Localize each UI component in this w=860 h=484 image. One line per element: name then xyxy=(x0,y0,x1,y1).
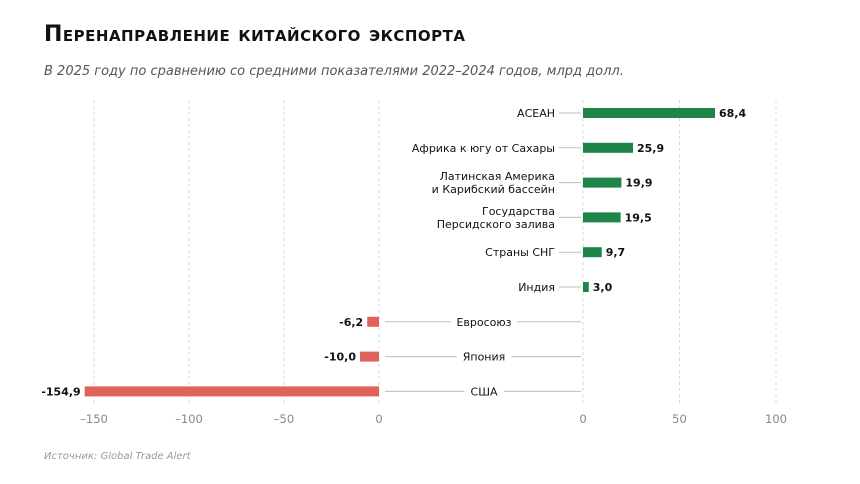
source-note: Источник: Global Trade Alert xyxy=(44,451,191,462)
value-label-1: 25,9 xyxy=(637,142,664,155)
tick-label-pos-2: 100 xyxy=(765,412,787,426)
value-label-6: -6,2 xyxy=(339,316,363,329)
value-label-2: 19,9 xyxy=(625,177,652,190)
tick-label-neg-1: –100 xyxy=(175,412,203,426)
value-label-8: -154,9 xyxy=(41,385,80,398)
bar-4 xyxy=(583,247,602,258)
bar-1 xyxy=(583,142,633,153)
chart-title: Перенаправление китайского экспорта xyxy=(44,22,466,47)
chart-subtitle: В 2025 году по сравнению со средними пок… xyxy=(44,64,624,79)
category-label-7: Япония xyxy=(463,351,506,364)
tick-label-neg-2: –50 xyxy=(274,412,294,426)
value-label-4: 9,7 xyxy=(606,246,626,259)
value-label-0: 68,4 xyxy=(719,107,746,120)
bar-5 xyxy=(583,282,589,292)
category-label-2: Латинская Америка и Карибский бассейн xyxy=(432,170,555,196)
bar-6 xyxy=(367,316,379,327)
category-label-1: Африка к югу от Сахары xyxy=(412,142,555,155)
category-label-0: АСЕАН xyxy=(517,107,555,120)
bar-0 xyxy=(583,108,716,118)
bar-8 xyxy=(84,386,379,397)
category-label-6: Евросоюз xyxy=(456,316,511,329)
value-label-7: -10,0 xyxy=(324,351,356,364)
category-label-5: Индия xyxy=(518,281,555,294)
category-label-3: Государства Персидского залива xyxy=(437,205,555,231)
tick-label-pos-0: 0 xyxy=(579,412,586,426)
tick-label-neg-0: –150 xyxy=(80,412,108,426)
value-label-5: 3,0 xyxy=(593,281,613,294)
bar-3 xyxy=(583,212,621,223)
bar-7 xyxy=(360,351,379,362)
tick-label-neg-3: 0 xyxy=(375,412,382,426)
category-label-4: Страны СНГ xyxy=(485,246,555,259)
bar-2 xyxy=(583,177,622,188)
tick-label-pos-1: 50 xyxy=(672,412,687,426)
category-label-8: США xyxy=(471,385,498,398)
value-label-3: 19,5 xyxy=(625,211,652,224)
